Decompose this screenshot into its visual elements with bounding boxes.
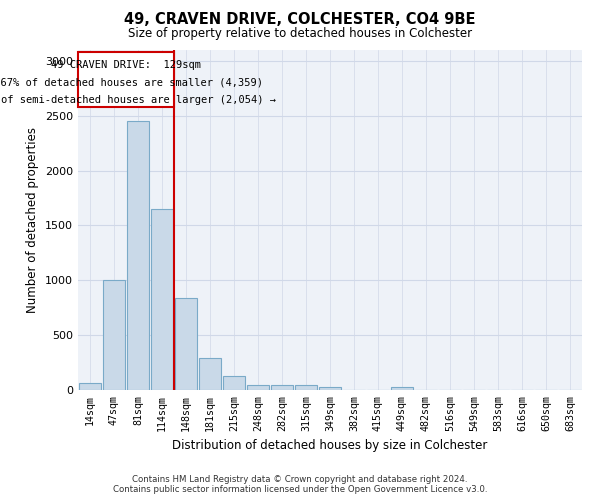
Bar — [79, 384, 101, 390]
FancyBboxPatch shape — [78, 52, 174, 107]
Text: 49 CRAVEN DRIVE:  129sqm: 49 CRAVEN DRIVE: 129sqm — [51, 60, 201, 70]
Bar — [271, 384, 293, 390]
Text: 32% of semi-detached houses are larger (2,054) →: 32% of semi-detached houses are larger (… — [0, 95, 276, 105]
Bar — [319, 386, 341, 390]
Text: Size of property relative to detached houses in Colchester: Size of property relative to detached ho… — [128, 28, 472, 40]
Bar — [295, 384, 317, 390]
Bar — [103, 280, 125, 390]
X-axis label: Distribution of detached houses by size in Colchester: Distribution of detached houses by size … — [172, 439, 488, 452]
Bar — [247, 384, 269, 390]
Bar — [151, 209, 173, 390]
Bar — [391, 386, 413, 390]
Text: 49, CRAVEN DRIVE, COLCHESTER, CO4 9BE: 49, CRAVEN DRIVE, COLCHESTER, CO4 9BE — [124, 12, 476, 28]
Y-axis label: Number of detached properties: Number of detached properties — [26, 127, 40, 313]
Bar — [127, 122, 149, 390]
Text: ← 67% of detached houses are smaller (4,359): ← 67% of detached houses are smaller (4,… — [0, 78, 263, 88]
Bar — [223, 376, 245, 390]
Bar — [199, 358, 221, 390]
Text: Contains HM Land Registry data © Crown copyright and database right 2024.
Contai: Contains HM Land Registry data © Crown c… — [113, 474, 487, 494]
Bar — [175, 298, 197, 390]
